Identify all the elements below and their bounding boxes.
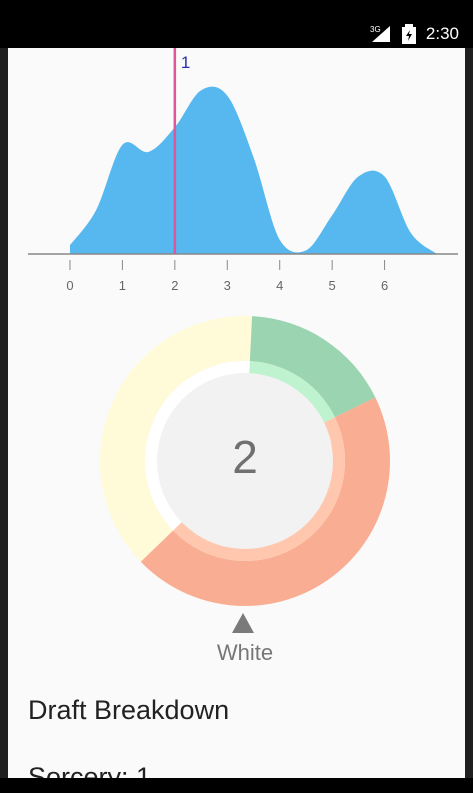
x-tick-label: 0 [66, 278, 73, 293]
donut-segment-red[interactable] [140, 397, 390, 606]
x-tick-label: 4 [276, 278, 283, 293]
x-tick-label: 6 [381, 278, 388, 293]
x-tick-label: 2 [171, 278, 178, 293]
sorcery-count: Sorcery: 1 [28, 762, 152, 778]
battery-icon [402, 24, 416, 49]
selection-marker-label: 1 [181, 53, 190, 72]
pointer-triangle-icon [232, 613, 254, 638]
status-bar: 3G 2:30 [0, 0, 473, 48]
x-tick-label: 5 [329, 278, 336, 293]
color-donut-chart [100, 316, 390, 606]
clock: 2:30 [425, 24, 459, 43]
density-chart: 0 1 2 3 4 5 6 1 [28, 48, 458, 293]
donut-segment-green[interactable] [249, 316, 376, 418]
density-area [69, 86, 438, 254]
app-screen: 0 1 2 3 4 5 6 1 2 White Draft Breakdown Sorcery… [8, 48, 465, 778]
signal-3g-icon: 3G [370, 24, 392, 49]
donut-center-value: 2 [232, 431, 258, 483]
x-tick-label: 1 [119, 278, 126, 293]
bottom-bar [0, 778, 473, 793]
section-title: Draft Breakdown [28, 695, 230, 725]
donut-inner-ring-white [145, 361, 250, 531]
network-type: 3G [370, 25, 381, 34]
pointer-label: White [216, 640, 274, 665]
x-tick-label: 3 [224, 278, 231, 293]
donut-segment-white[interactable] [100, 316, 253, 562]
donut-center-disc [157, 373, 333, 549]
